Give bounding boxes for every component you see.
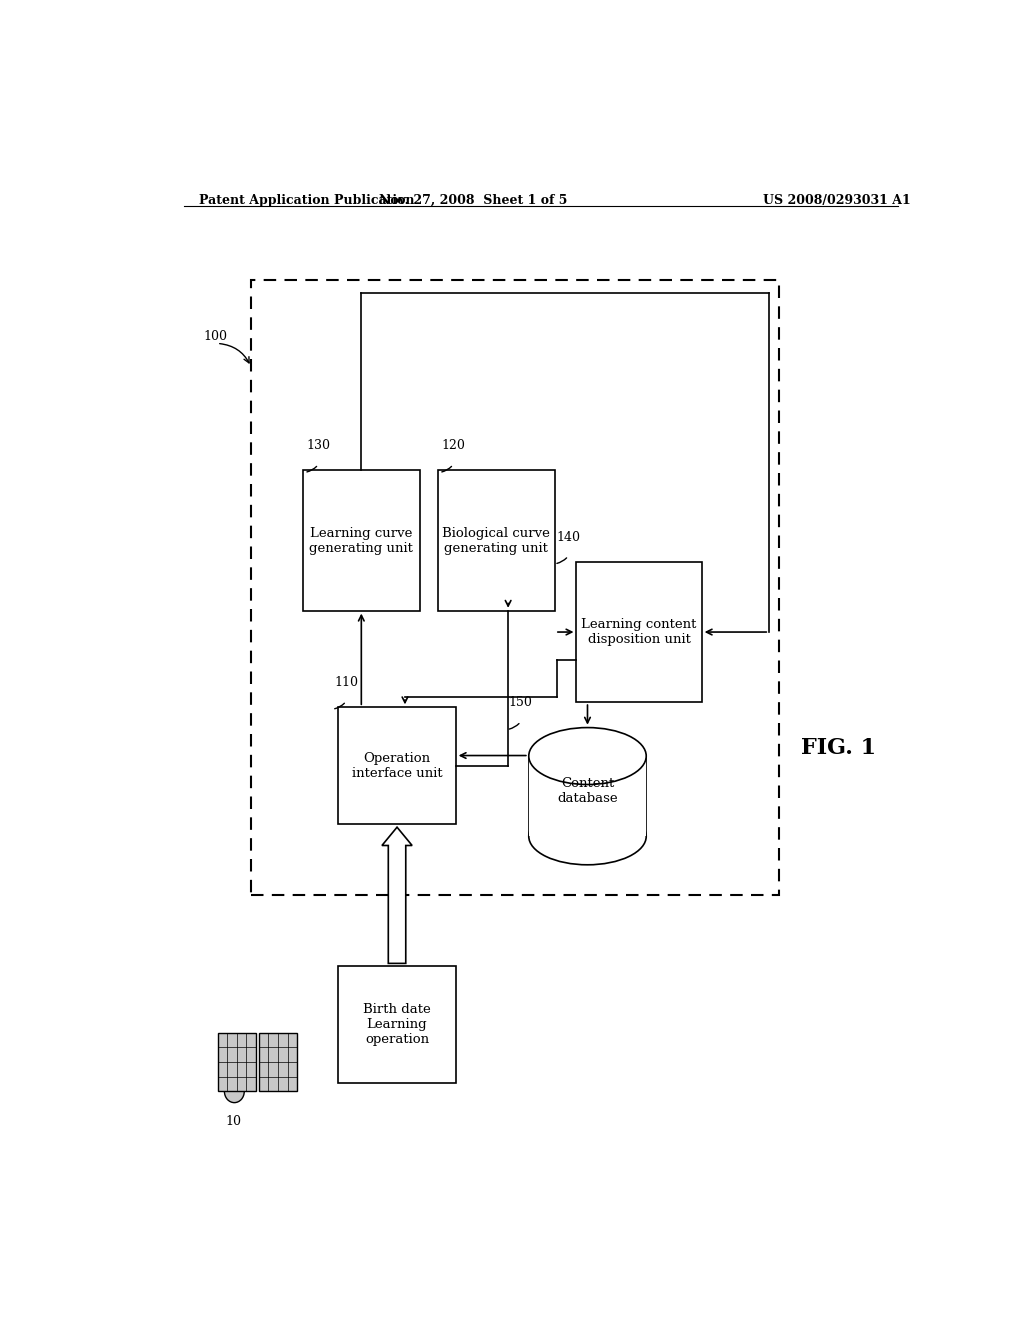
FancyArrow shape (382, 828, 412, 964)
Text: FIG. 1: FIG. 1 (801, 737, 876, 759)
Text: 120: 120 (441, 440, 465, 453)
Text: Content
database: Content database (557, 777, 617, 805)
Text: Learning content
disposition unit: Learning content disposition unit (582, 618, 696, 645)
Ellipse shape (224, 1080, 245, 1102)
Ellipse shape (528, 727, 646, 784)
Text: 140: 140 (556, 531, 581, 544)
Ellipse shape (528, 808, 646, 865)
Text: 150: 150 (509, 696, 532, 709)
Bar (338, 708, 456, 824)
Text: Learning curve
generating unit: Learning curve generating unit (309, 527, 414, 554)
Text: Operation
interface unit: Operation interface unit (351, 751, 442, 780)
Text: Birth date
Learning
operation: Birth date Learning operation (364, 1003, 431, 1047)
Bar (437, 470, 555, 611)
Bar (218, 1032, 256, 1092)
Text: Nov. 27, 2008  Sheet 1 of 5: Nov. 27, 2008 Sheet 1 of 5 (379, 194, 567, 207)
Text: Biological curve
generating unit: Biological curve generating unit (442, 527, 550, 554)
Bar (528, 756, 646, 837)
Text: US 2008/0293031 A1: US 2008/0293031 A1 (763, 194, 910, 207)
Bar (303, 470, 420, 611)
Bar (577, 562, 701, 702)
Bar (338, 966, 456, 1084)
Text: 10: 10 (225, 1115, 242, 1129)
Bar (259, 1032, 297, 1092)
Text: Patent Application Publication: Patent Application Publication (200, 194, 415, 207)
Text: 100: 100 (204, 330, 227, 343)
Text: 110: 110 (334, 676, 358, 689)
Bar (251, 280, 778, 895)
Text: 130: 130 (306, 440, 331, 453)
